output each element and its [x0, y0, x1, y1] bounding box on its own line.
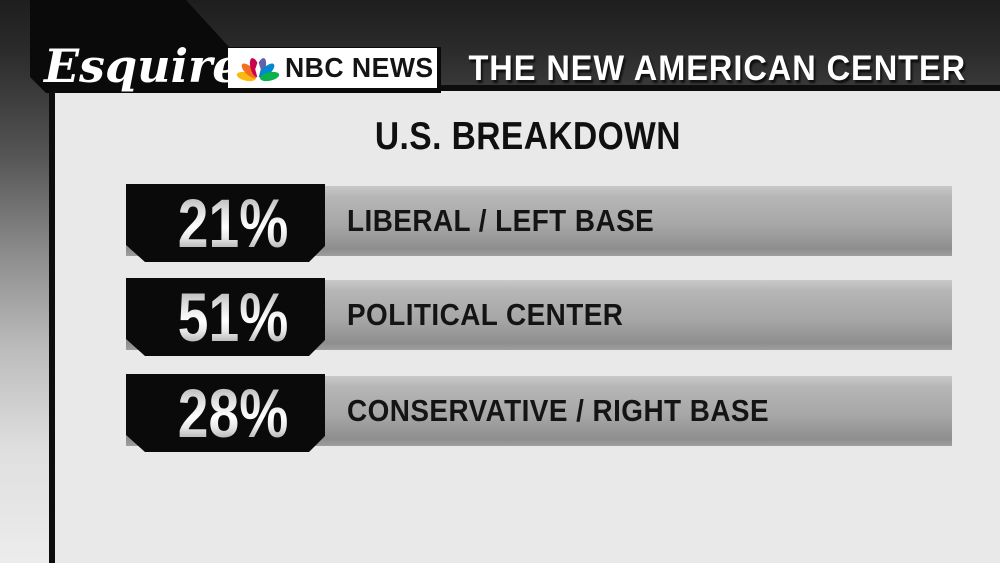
section-title: U.S. BREAKDOWN: [55, 115, 1000, 159]
stat-label: POLITICAL CENTER: [347, 297, 624, 332]
stat-row-conservative: CONSERVATIVE / RIGHT BASE 28%: [126, 376, 952, 446]
stat-row-center: POLITICAL CENTER 51%: [126, 280, 952, 350]
peacock-feather: [258, 63, 275, 78]
stat-label: CONSERVATIVE / RIGHT BASE: [347, 393, 770, 428]
show-title: THE NEW AMERICAN CENTER: [468, 49, 966, 88]
percent-badge: 28%: [126, 374, 325, 452]
nbc-news-wordmark: NBC NEWS: [285, 52, 434, 83]
peacock-feather: [260, 71, 280, 81]
percent-value: 21%: [178, 184, 289, 262]
peacock-feather: [241, 63, 258, 78]
percent-value: 51%: [178, 278, 289, 356]
brand-plate: Esquire NBC NEWS: [30, 0, 441, 93]
section-title-text: U.S. BREAKDOWN: [374, 115, 681, 158]
peacock-body-gap: [255, 60, 261, 80]
content-panel: U.S. BREAKDOWN LIBERAL / LEFT BASE 21% P…: [49, 85, 1000, 563]
esquire-logo: Esquire: [44, 39, 242, 93]
nbc-news-logo: NBC NEWS: [228, 48, 437, 88]
stat-label: LIBERAL / LEFT BASE: [347, 203, 655, 238]
stat-row-liberal: LIBERAL / LEFT BASE 21%: [126, 186, 952, 256]
percent-badge: 51%: [126, 278, 325, 356]
percent-value: 28%: [178, 374, 289, 452]
nbc-peacock-icon: [236, 57, 280, 81]
percent-badge: 21%: [126, 184, 325, 262]
